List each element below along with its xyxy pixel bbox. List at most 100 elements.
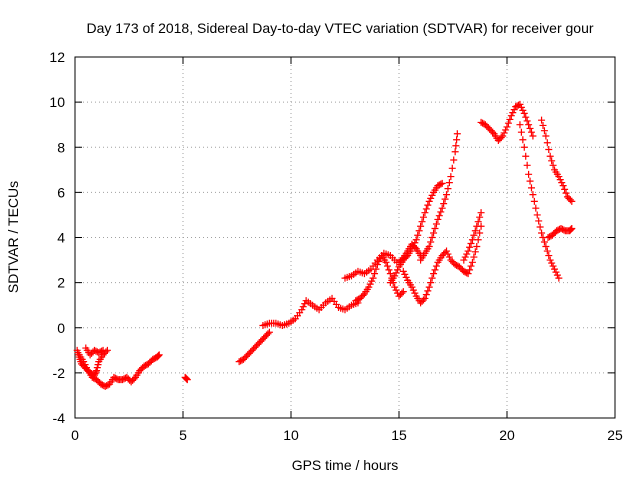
y-tick-label: -4 [53,410,66,426]
data-point [566,226,574,234]
data-point [428,191,436,199]
data-point [412,236,420,244]
data-point [431,266,439,274]
data-point [445,179,453,187]
data-point [415,227,423,235]
data-point [453,130,461,138]
data-point [438,204,446,212]
data-point [432,262,440,270]
data-point [391,272,399,280]
data-point [375,258,383,266]
data-point [467,240,475,248]
data-point [539,121,547,129]
data-point [568,224,576,232]
data-point [99,346,107,354]
data-point [409,286,417,294]
y-tick-label: 10 [49,94,65,110]
data-point [427,279,435,287]
data-point [93,364,101,372]
data-point [530,197,538,205]
data-point [371,270,379,278]
data-point [435,212,443,220]
data-point [448,164,456,172]
data-point [466,266,474,274]
data-point [402,273,410,281]
data-point [474,218,482,226]
data-point [432,220,440,228]
data-point [520,143,528,151]
data-point [421,209,429,217]
data-point [567,225,575,233]
data-point [517,103,525,111]
y-tick-label: -2 [53,365,66,381]
data-point [422,205,430,213]
data-series [82,344,107,359]
data-point [443,191,451,199]
data-point [452,142,460,150]
data-point [427,194,435,202]
data-point [540,127,548,135]
data-point [509,109,517,117]
data-point [553,271,561,279]
data-point [445,253,453,261]
data-point [545,252,553,260]
data-point [533,211,541,219]
data-point [556,176,564,184]
data-point [440,200,448,208]
data-point [535,217,543,225]
data-point [566,196,574,204]
data-point [425,283,433,291]
data-point [264,330,272,338]
data-point [398,289,406,297]
data-point [548,157,556,165]
data-point [526,177,534,185]
y-tick-label: 2 [57,275,65,291]
data-point [548,259,556,267]
data-point [94,361,102,369]
data-point [499,132,507,140]
data-point [437,180,445,188]
data-point [369,274,377,282]
data-series [75,351,163,390]
data-point [523,161,531,169]
data-point [92,368,100,376]
data-point [398,255,406,263]
data-point [417,222,425,230]
data-point [500,129,508,137]
data-point [526,124,534,132]
data-point [391,283,399,291]
data-point [464,247,472,255]
data-point [450,156,458,164]
data-point [525,121,533,129]
data-point [461,253,469,261]
data-point [401,270,409,278]
data-point [562,189,570,197]
y-tick-label: 0 [57,320,65,336]
data-point [538,116,546,124]
data-point [510,106,518,114]
data-series [181,373,191,384]
data-point [506,115,514,123]
y-tick-label: 6 [57,184,65,200]
data-point [464,270,472,278]
data-point [453,136,461,144]
data-point [540,238,548,246]
data-point [471,227,479,235]
data-point [520,109,528,117]
data-point [425,197,433,205]
data-point [476,229,484,237]
data-point [411,289,419,297]
data-point [504,119,512,127]
data-point [529,191,537,199]
data-point [527,128,535,136]
data-point [83,364,91,372]
data-point [561,185,569,193]
data-point [299,303,307,311]
grid [75,57,615,418]
data-point [265,328,273,336]
data-point [538,229,546,237]
data-point [546,256,554,264]
data-series [516,121,563,282]
data-series [460,209,485,264]
